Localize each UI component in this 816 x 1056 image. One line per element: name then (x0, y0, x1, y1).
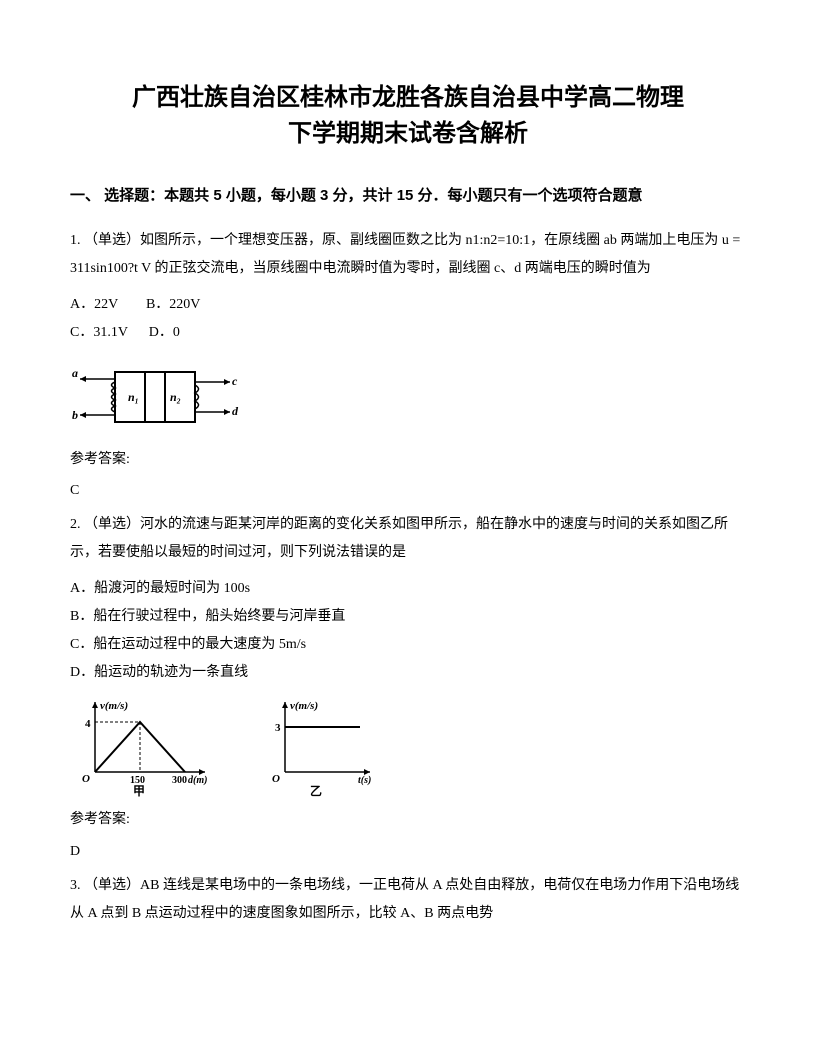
q1-optB: B．220V (146, 297, 200, 312)
svg-text:O: O (272, 773, 280, 785)
q1-answer: C (70, 478, 746, 503)
section-header: 一、 选择题：本题共 5 小题，每小题 3 分，共计 15 分．每小题只有一个选… (70, 182, 746, 209)
q1-optD: D．0 (149, 325, 180, 340)
q2-answer: D (70, 839, 746, 864)
q1-optC: C．31.1V (70, 325, 128, 340)
svg-text:d(m): d(m) (188, 775, 207, 786)
q2-optD: D．船运动的轨迹为一条直线 (70, 659, 746, 687)
chart-jia: v(m/s) 4 O 150 300 d(m) 甲 (70, 697, 210, 797)
q2-options: A．船渡河的最短时间为 100s B．船在行驶过程中，船头始终要与河岸垂直 C．… (70, 575, 746, 687)
q2-optA: A．船渡河的最短时间为 100s (70, 575, 746, 603)
question-3: 3. （单选）AB 连线是某电场中的一条电场线，一正电荷从 A 点处自由释放，电… (70, 872, 746, 928)
q3-text: 3. （单选）AB 连线是某电场中的一条电场线，一正电荷从 A 点处自由释放，电… (70, 878, 739, 921)
q2-text: 2. （单选）河水的流速与距某河岸的距离的变化关系如图甲所示，船在静水中的速度与… (70, 517, 728, 560)
transformer-svg: a b c d n₁ n₂ (70, 357, 240, 437)
svg-text:v(m/s): v(m/s) (100, 700, 128, 712)
chart-yi: v(m/s) 3 O t(s) 乙 (260, 697, 380, 797)
svg-text:d: d (232, 404, 239, 418)
q2-optC: C．船在运动过程中的最大速度为 5m/s (70, 631, 746, 659)
q1-answer-label: 参考答案: (70, 447, 746, 472)
q2-answer-label: 参考答案: (70, 807, 746, 832)
svg-text:n₂: n₂ (170, 390, 181, 404)
question-1: 1. （单选）如图所示，一个理想变压器，原、副线圈匝数之比为 n1:n2=10:… (70, 227, 746, 283)
svg-text:O: O (82, 773, 90, 785)
q2-charts: v(m/s) 4 O 150 300 d(m) 甲 v(m/s) 3 O t(s… (70, 697, 746, 797)
svg-text:乙: 乙 (310, 784, 322, 797)
title-line2: 下学期期末试卷含解析 (70, 116, 746, 152)
svg-text:c: c (232, 374, 238, 388)
svg-text:v(m/s): v(m/s) (290, 700, 318, 712)
svg-text:a: a (72, 366, 78, 380)
svg-text:甲: 甲 (133, 784, 145, 797)
q2-optB: B．船在行驶过程中，船头始终要与河岸垂直 (70, 603, 746, 631)
q1-text: 1. （单选）如图所示，一个理想变压器，原、副线圈匝数之比为 n1:n2=10:… (70, 233, 740, 276)
q1-options: A．22V B．220V C．31.1V D．0 (70, 291, 746, 347)
svg-text:300: 300 (172, 775, 187, 786)
svg-text:t(s): t(s) (358, 775, 371, 786)
svg-text:n₁: n₁ (128, 390, 139, 404)
title-line1: 广西壮族自治区桂林市龙胜各族自治县中学高二物理 (70, 80, 746, 116)
q1-optA: A．22V (70, 297, 118, 312)
svg-text:3: 3 (275, 722, 281, 734)
question-2: 2. （单选）河水的流速与距某河岸的距离的变化关系如图甲所示，船在静水中的速度与… (70, 511, 746, 567)
transformer-diagram: a b c d n₁ n₂ (70, 357, 746, 437)
exam-title: 广西壮族自治区桂林市龙胜各族自治县中学高二物理 下学期期末试卷含解析 (70, 80, 746, 152)
svg-text:4: 4 (85, 718, 91, 730)
svg-text:b: b (72, 408, 78, 422)
